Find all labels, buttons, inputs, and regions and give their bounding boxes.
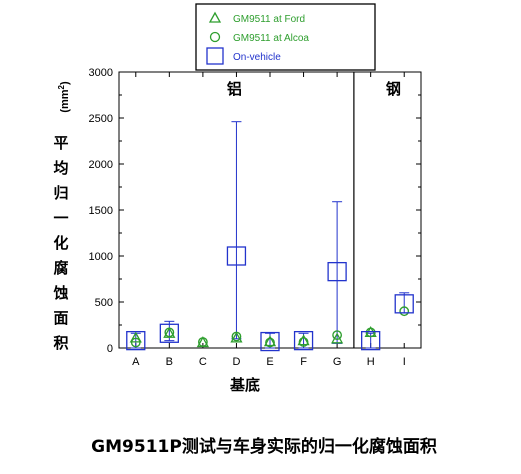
plot-frame xyxy=(118,71,422,349)
legend-box xyxy=(195,3,376,71)
y-axis-label-char: 化 xyxy=(53,234,68,252)
point-ford xyxy=(297,334,310,346)
y-axis-label-char: 平 xyxy=(53,134,68,152)
point-alcoa xyxy=(265,337,275,348)
legend-label: GM9511 at Alcoa xyxy=(233,33,309,44)
legend-label: GM9511 at Ford xyxy=(233,14,305,25)
y-unit-sup: 2 xyxy=(57,84,66,89)
y-axis-label-char: 腐 xyxy=(53,259,68,277)
legend-label: On-vehicle xyxy=(233,52,281,63)
y-tick-label: 1500 xyxy=(89,205,113,217)
y-tick-label: 1000 xyxy=(89,251,113,263)
point-alcoa xyxy=(332,330,343,341)
y-tick-label: 3000 xyxy=(89,67,113,79)
point-alcoa xyxy=(365,327,376,338)
point-on-vehicle xyxy=(361,330,381,351)
x-axis-label: 基底 xyxy=(229,376,260,394)
x-tick-label: E xyxy=(266,356,273,368)
region-label-steel: 钢 xyxy=(386,80,401,98)
y-tick-label: 2500 xyxy=(89,113,113,125)
plot-area xyxy=(118,71,422,349)
legend-marker-triangle xyxy=(208,11,222,23)
point-ford xyxy=(129,331,142,343)
point-alcoa xyxy=(298,337,309,347)
x-tick-label: D xyxy=(232,356,240,368)
y-axis-label-char: 蚀 xyxy=(52,284,68,302)
x-axis-ticks: A B C D E F G H I xyxy=(132,72,406,368)
x-tick-label: F xyxy=(300,356,307,368)
y-tick-label: 2000 xyxy=(89,159,113,171)
point-ford xyxy=(230,331,243,343)
point-alcoa xyxy=(231,331,242,342)
y-tick-label: 0 xyxy=(107,343,113,355)
y-axis-label-char: 归 xyxy=(53,184,68,202)
x-tick-label: A xyxy=(132,356,140,368)
x-tick-label: C xyxy=(199,356,207,368)
point-on-vehicle xyxy=(327,261,347,282)
point-alcoa xyxy=(197,337,208,347)
point-alcoa xyxy=(164,327,175,338)
point-on-vehicle xyxy=(260,331,280,352)
point-alcoa xyxy=(130,337,141,348)
y-unit-close: ) xyxy=(59,81,71,85)
legend-marker-square xyxy=(206,47,224,65)
figure-caption: GM9511P测试与车身实际的归一化腐蚀面积 xyxy=(91,436,437,457)
point-on-vehicle xyxy=(226,246,247,266)
y-axis-label-char: 均 xyxy=(53,159,68,177)
x-tick-label: H xyxy=(367,356,375,368)
y-axis-label-char: 一 xyxy=(53,209,68,227)
region-label-aluminum: 铝 xyxy=(227,80,242,98)
x-tick-label: B xyxy=(166,356,173,368)
legend: GM9511 at Ford GM9511 at Alcoa On-vehicle xyxy=(195,3,376,71)
point-alcoa xyxy=(399,306,410,317)
y-unit-text: (mm xyxy=(59,89,71,112)
data-marks xyxy=(126,121,414,352)
y-axis-ticks: 0 500 1000 1500 2000 2500 3000 xyxy=(89,67,421,355)
x-tick-label: G xyxy=(333,356,342,368)
point-ford xyxy=(263,335,277,347)
x-tick-label: I xyxy=(403,356,406,368)
y-tick-label: 500 xyxy=(95,297,113,309)
legend-marker-circle xyxy=(209,31,221,43)
point-on-vehicle xyxy=(159,323,179,343)
y-axis-label-char: 面 xyxy=(53,309,68,327)
point-ford xyxy=(163,326,176,338)
point-on-vehicle xyxy=(293,330,314,351)
point-on-vehicle xyxy=(394,294,414,314)
point-on-vehicle xyxy=(126,330,146,351)
y-axis-label-char: 积 xyxy=(53,334,68,352)
y-axis-unit: (mm2) xyxy=(57,81,72,113)
